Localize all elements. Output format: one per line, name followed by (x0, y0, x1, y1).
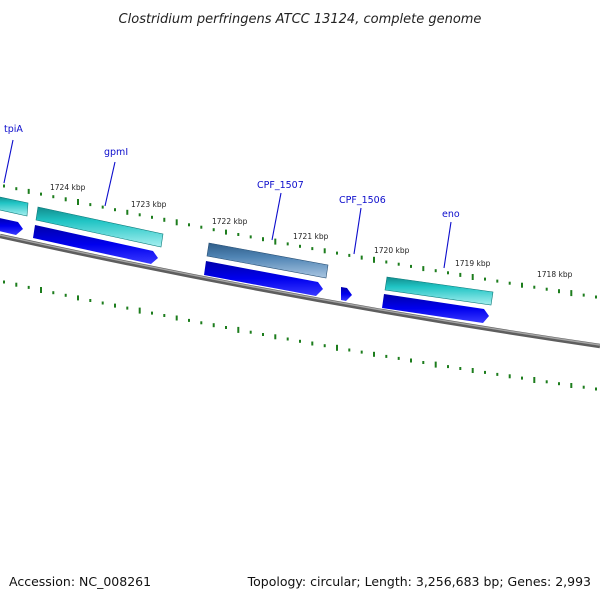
gene-gpmI[interactable] (35, 206, 164, 248)
gene-label-CPF-1506[interactable]: CPF_1506 (339, 195, 386, 206)
leader-eno (443, 221, 452, 269)
genome-summary-text: Topology: circular; Length: 3,256,683 bp… (247, 574, 591, 589)
scale-labels: 1724 kbp 1723 kbp 1722 kbp 1721 kbp 1720… (50, 183, 573, 279)
label-leaders (3, 139, 452, 269)
gc-ticks-lower (3, 280, 597, 391)
scale-label-1719: 1719 kbp (455, 259, 491, 268)
gene-label-tpiA[interactable]: tpiA (4, 124, 23, 135)
leader-tpiA (3, 139, 14, 184)
gene-label-gpmI[interactable]: gpmI (104, 147, 128, 158)
cds-CPF-1507[interactable] (204, 261, 323, 296)
genome-backbone (0, 233, 600, 349)
genome-backbone-highlight (0, 234, 600, 346)
cds-tpiA[interactable] (0, 217, 23, 235)
gene-track (0, 196, 494, 306)
accession-text: Accession: NC_008261 (9, 574, 151, 589)
scale-label-1720: 1720 kbp (374, 246, 410, 255)
leader-CPF-1507 (271, 192, 282, 241)
scale-label-1718: 1718 kbp (537, 270, 573, 279)
cds-CPF-1506[interactable] (341, 287, 352, 301)
gene-eno[interactable] (384, 276, 494, 306)
gene-labels: tpiA gpmI CPF_1507 CPF_1506 eno (4, 124, 460, 220)
gene-label-CPF-1507[interactable]: CPF_1507 (257, 180, 304, 191)
cds-track (0, 217, 489, 323)
gene-CPF-1507[interactable] (206, 242, 329, 279)
map-title: Clostridium perfringens ATCC 13124, comp… (119, 12, 482, 27)
gene-tpiA[interactable] (0, 196, 29, 217)
scale-label-1723: 1723 kbp (131, 200, 167, 209)
scale-label-1722: 1722 kbp (212, 217, 248, 226)
scale-label-1724: 1724 kbp (50, 183, 86, 192)
gc-ticks-upper (3, 184, 597, 299)
leader-CPF-1506 (353, 207, 362, 255)
cds-eno[interactable] (382, 294, 489, 323)
scale-label-1721: 1721 kbp (293, 232, 329, 241)
cds-gpmI[interactable] (33, 225, 158, 264)
leader-gpmI (104, 161, 116, 207)
gene-label-eno[interactable]: eno (442, 209, 460, 220)
